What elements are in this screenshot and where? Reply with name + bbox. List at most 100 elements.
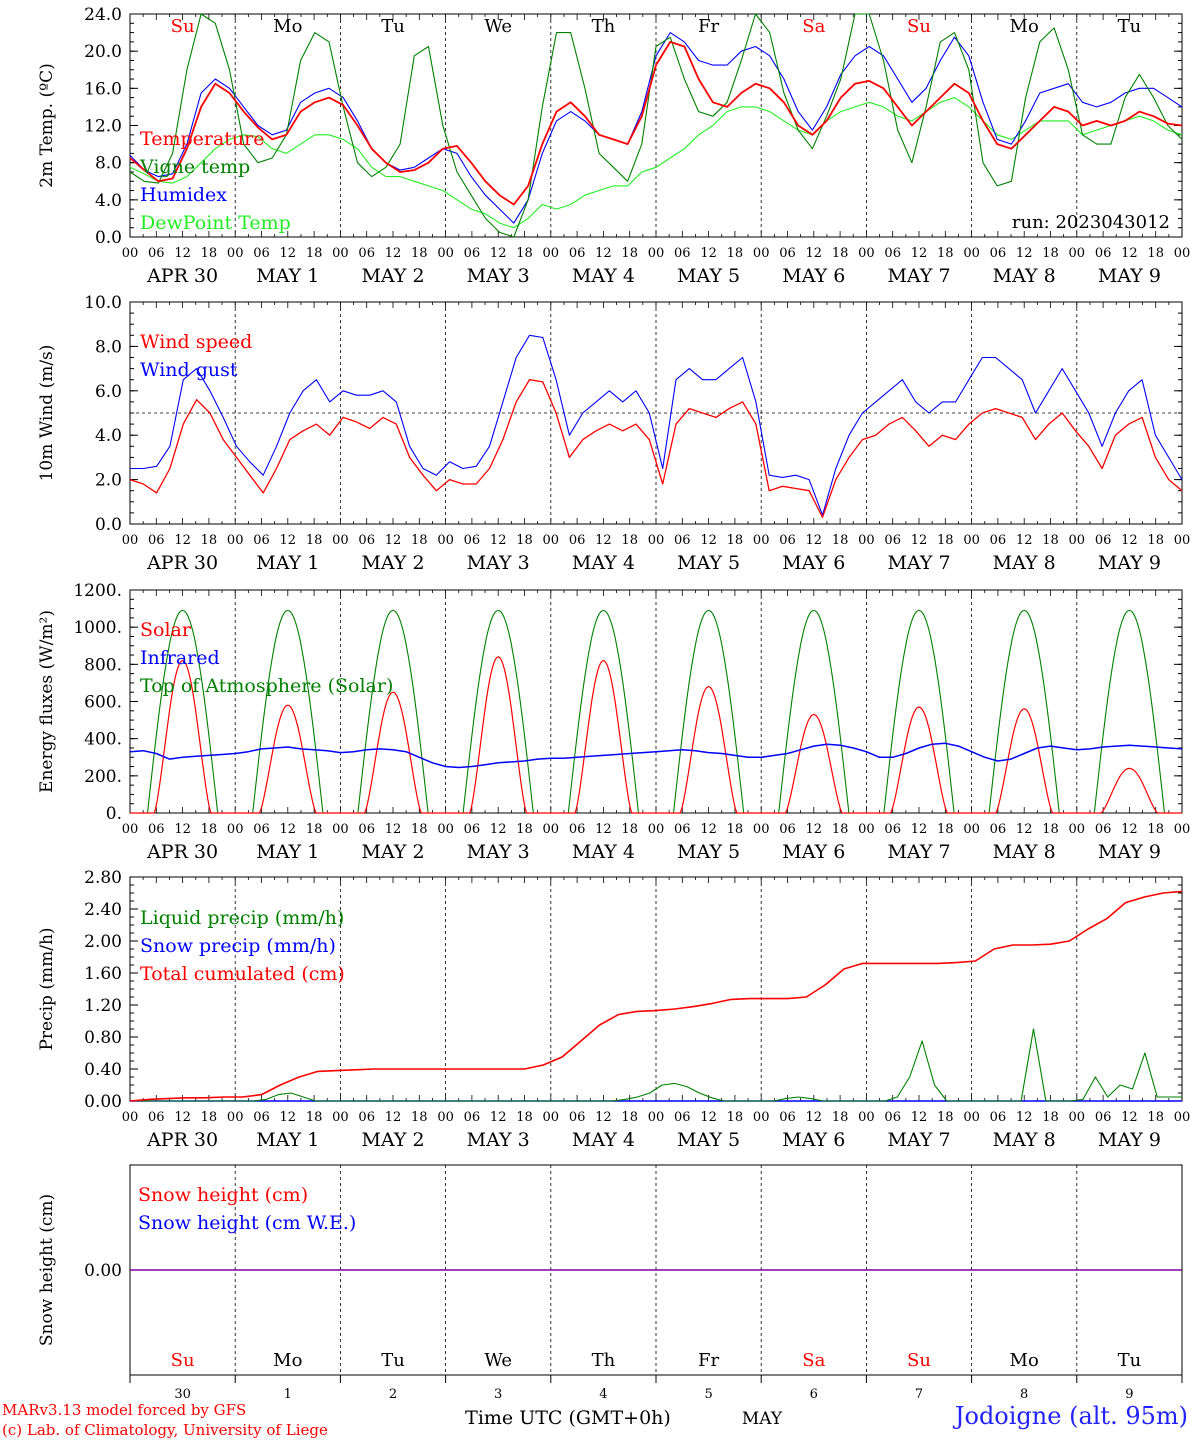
hour-label: 00: [437, 822, 454, 837]
hour-label: 00: [543, 822, 560, 837]
hour-label: 12: [595, 1110, 612, 1125]
lab-credit: (c) Lab. of Climatology, University of L…: [2, 1421, 328, 1439]
date-label: MAY 8: [993, 841, 1056, 863]
y-tick-label: 2.0: [95, 471, 122, 491]
run-label: run: 2023043012: [1012, 212, 1170, 233]
hour-label: 18: [621, 822, 638, 837]
date-label: MAY 4: [572, 552, 635, 574]
hour-label: 18: [727, 533, 744, 548]
hour-label: 06: [1095, 533, 1112, 548]
y-tick-label: 1000.: [73, 618, 122, 638]
hour-label: 06: [990, 822, 1007, 837]
date-label: APR 30: [146, 1129, 218, 1151]
hour-label: 06: [148, 533, 165, 548]
day-number: 5: [704, 1387, 712, 1402]
hour-label: 06: [884, 822, 901, 837]
hour-label: 12: [1016, 1110, 1033, 1125]
day-label: Fr: [698, 16, 719, 37]
date-label: MAY 3: [467, 841, 530, 863]
series-line: [129, 41, 1183, 206]
y-tick-label: 8.0: [95, 154, 122, 174]
hour-label: 00: [1069, 246, 1086, 261]
hour-label: 06: [253, 1110, 270, 1125]
y-tick-label: 1.20: [84, 996, 122, 1016]
legend-entry: Snow height (cm): [138, 1184, 308, 1206]
hour-label: 06: [1095, 822, 1112, 837]
y-tick-label: 800.: [84, 655, 122, 675]
day-label: We: [484, 16, 512, 37]
hour-label: 06: [884, 1110, 901, 1125]
date-label: MAY 1: [256, 1129, 319, 1151]
date-label: MAY 7: [887, 841, 950, 863]
hour-label: 12: [174, 246, 191, 261]
hour-label: 00: [648, 1110, 665, 1125]
hour-label: 00: [1174, 822, 1191, 837]
hour-label: 00: [227, 533, 244, 548]
hour-label: 18: [937, 1110, 954, 1125]
day-label: We: [484, 1350, 512, 1371]
hour-label: 00: [332, 822, 349, 837]
date-label: MAY 8: [993, 552, 1056, 574]
hour-label: 18: [516, 1110, 533, 1125]
hour-label: 12: [280, 533, 297, 548]
hour-label: 18: [411, 1110, 428, 1125]
day-number: 1: [284, 1387, 292, 1402]
date-label: APR 30: [146, 265, 218, 287]
hour-label: 12: [911, 533, 928, 548]
hour-label: 18: [1147, 533, 1164, 548]
hour-label: 12: [700, 533, 717, 548]
day-label: Su: [171, 16, 195, 37]
y-tick-label: 10.0: [84, 293, 122, 313]
hour-label: 00: [648, 533, 665, 548]
hour-label: 18: [1147, 1110, 1164, 1125]
hour-label: 00: [1069, 822, 1086, 837]
day-number: 8: [1020, 1387, 1028, 1402]
y-tick-label: 2.40: [84, 900, 122, 920]
series-line: [130, 334, 1183, 516]
hour-label: 00: [1069, 533, 1086, 548]
day-label: Th: [592, 1350, 616, 1371]
y-tick-label: 600.: [84, 693, 122, 713]
day-label: Tu: [381, 1350, 405, 1371]
hour-label: 00: [648, 246, 665, 261]
day-number: 9: [1125, 1387, 1133, 1402]
hour-label: 18: [832, 246, 849, 261]
legend-entry: Humidex: [140, 184, 227, 206]
hour-label: 12: [385, 822, 402, 837]
day-label: Su: [907, 1350, 931, 1371]
hour-label: 06: [569, 533, 586, 548]
hour-label: 12: [911, 1110, 928, 1125]
hour-label: 18: [727, 246, 744, 261]
hour-label: 12: [700, 822, 717, 837]
day-number: 6: [810, 1387, 818, 1402]
panel-frame: [129, 589, 1183, 814]
legend-entry: Vigne temp: [139, 156, 250, 178]
hour-label: 12: [1121, 822, 1138, 837]
hour-label: 12: [595, 822, 612, 837]
y-tick-label: 6.0: [95, 382, 122, 402]
legend-entry: Liquid precip (mm/h): [140, 907, 344, 929]
date-label: MAY 6: [782, 265, 845, 287]
date-label: MAY 4: [572, 1129, 635, 1151]
date-label: MAY 6: [782, 841, 845, 863]
hour-label: 12: [280, 822, 297, 837]
hour-label: 12: [1121, 533, 1138, 548]
hour-label: 18: [937, 822, 954, 837]
series-line: [129, 890, 1183, 1102]
day-label: Mo: [273, 16, 302, 37]
y-axis-label: 2m Temp. (ºC): [37, 63, 57, 188]
hour-label: 00: [227, 1110, 244, 1125]
legend-entry: Wind speed: [140, 331, 252, 353]
y-tick-label: 8.0: [95, 337, 122, 357]
hour-label: 00: [858, 533, 875, 548]
day-label: Mo: [1010, 16, 1039, 37]
date-label: MAY 9: [1098, 552, 1161, 574]
date-label: MAY 9: [1098, 1129, 1161, 1151]
day-number: 2: [389, 1387, 397, 1402]
hour-label: 12: [1016, 246, 1033, 261]
hour-label: 18: [411, 533, 428, 548]
day-label: Mo: [1010, 1350, 1039, 1371]
hour-label: 18: [1042, 246, 1059, 261]
hour-label: 06: [884, 533, 901, 548]
